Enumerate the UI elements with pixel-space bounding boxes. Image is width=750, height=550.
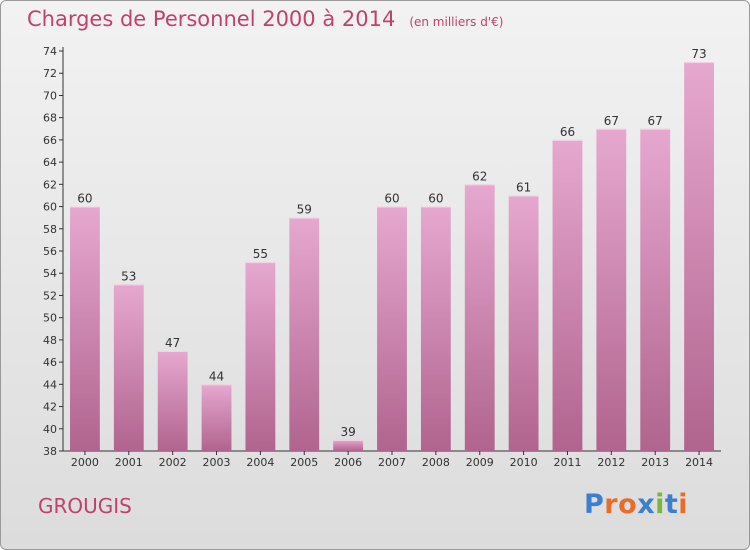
bar <box>157 351 188 451</box>
logo-letter: o <box>618 489 638 520</box>
bar <box>640 128 671 451</box>
bar <box>377 206 407 451</box>
bar <box>508 195 539 451</box>
bar <box>684 62 714 451</box>
data-label: 44 <box>209 369 224 383</box>
bar <box>113 284 144 451</box>
x-tick-label: 2003 <box>203 456 231 469</box>
data-label: 53 <box>121 269 136 283</box>
x-tick-label: 2002 <box>159 456 187 469</box>
y-tick-label: 58 <box>43 223 57 236</box>
y-tick-label: 44 <box>43 378 57 391</box>
bar <box>245 262 276 451</box>
data-label: 39 <box>340 425 355 439</box>
y-tick-label: 40 <box>43 423 57 436</box>
bar <box>420 206 451 451</box>
x-tick-label: 2001 <box>115 456 143 469</box>
x-tick-label: 2000 <box>71 456 99 469</box>
x-tick-label: 2006 <box>334 456 362 469</box>
data-label: 59 <box>297 203 312 217</box>
place-name: GROUGIS <box>38 494 132 518</box>
bar <box>464 184 495 452</box>
data-label: 62 <box>472 169 487 183</box>
data-label: 66 <box>560 125 575 139</box>
y-tick-label: 60 <box>43 201 57 214</box>
chart-title: Charges de Personnel 2000 à 2014 (en mill… <box>27 7 503 31</box>
bar <box>201 384 232 451</box>
x-tick-label: 2010 <box>510 456 538 469</box>
data-label: 47 <box>165 336 180 350</box>
y-tick-label: 52 <box>43 289 57 302</box>
y-tick-label: 70 <box>43 89 57 102</box>
data-label: 73 <box>691 47 706 61</box>
data-label: 61 <box>516 180 531 194</box>
y-tick-label: 42 <box>43 401 57 414</box>
x-tick-label: 2011 <box>553 456 581 469</box>
y-tick-label: 62 <box>43 178 57 191</box>
y-tick-label: 56 <box>43 245 57 258</box>
data-label: 60 <box>428 192 443 206</box>
y-tick-label: 72 <box>43 67 57 80</box>
logo-letter: t <box>664 489 679 520</box>
y-tick-label: 68 <box>43 112 57 125</box>
y-tick-label: 66 <box>43 134 57 147</box>
y-tick-label: 50 <box>43 312 57 325</box>
bar <box>333 439 364 451</box>
y-tick-label: 54 <box>43 267 57 280</box>
proxiti-logo: Proxiti <box>584 489 688 520</box>
x-tick-label: 2005 <box>290 456 318 469</box>
data-label: 60 <box>384 192 399 206</box>
chart-subtitle: (en milliers d'€) <box>409 15 504 29</box>
x-tick-label: 2007 <box>378 456 406 469</box>
bar <box>552 139 583 451</box>
x-tick-label: 2014 <box>685 456 713 469</box>
chart-title-main: Charges de Personnel 2000 à 2014 <box>27 7 396 31</box>
bar <box>596 128 627 451</box>
y-tick-label: 74 <box>43 45 57 58</box>
y-tick-label: 48 <box>43 334 57 347</box>
data-label: 67 <box>604 114 619 128</box>
logo-letter: i <box>655 489 665 520</box>
x-tick-label: 2009 <box>466 456 494 469</box>
y-tick-label: 38 <box>43 445 57 458</box>
logo-letter: P <box>584 489 605 520</box>
y-tick-label: 64 <box>43 156 57 169</box>
bar <box>289 217 320 451</box>
bar <box>70 206 100 451</box>
logo-letter: r <box>604 489 619 520</box>
data-label: 67 <box>648 114 663 128</box>
x-tick-label: 2008 <box>422 456 450 469</box>
x-tick-label: 2004 <box>246 456 274 469</box>
logo-letter: i <box>678 489 689 520</box>
x-tick-label: 2012 <box>597 456 625 469</box>
x-tick-label: 2013 <box>641 456 669 469</box>
data-label: 60 <box>77 192 92 206</box>
logo-letter: x <box>637 489 656 520</box>
data-label: 55 <box>253 247 268 261</box>
y-tick-label: 46 <box>43 356 57 369</box>
